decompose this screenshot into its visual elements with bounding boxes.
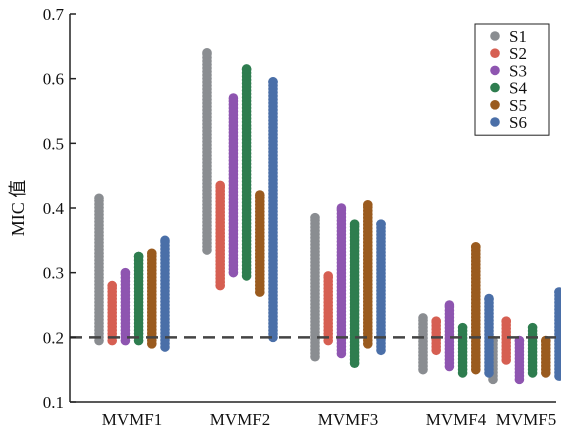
legend-marker	[490, 100, 500, 110]
legend-label: S3	[509, 61, 527, 80]
legend-label: S1	[509, 27, 527, 46]
legend-label: S6	[509, 113, 527, 132]
data-point	[228, 93, 239, 103]
legend-marker	[490, 65, 500, 76]
series-S5	[147, 190, 551, 378]
data-point	[133, 251, 144, 262]
data-point	[107, 280, 117, 291]
data-point	[418, 313, 428, 323]
x-tick-label: MVMF5	[496, 410, 556, 429]
data-point	[120, 267, 131, 278]
y-ticks: 0.1 0.2 0.3 0.4 0.5 0.6 0.7	[43, 5, 76, 412]
legend-marker	[490, 117, 500, 127]
data-point	[94, 193, 104, 204]
legend-marker	[490, 82, 500, 93]
y-tick-label: 0.7	[43, 5, 65, 24]
series-S2	[107, 180, 512, 365]
x-tick-label: MVMF1	[102, 410, 162, 429]
data-point	[215, 180, 225, 191]
data-point	[147, 248, 157, 259]
data-point	[268, 77, 278, 87]
data-point	[444, 300, 455, 310]
data-point	[554, 287, 561, 297]
legend-frame	[474, 23, 550, 136]
data-point	[457, 322, 468, 333]
y-tick-label: 0.3	[43, 264, 64, 283]
legend-marker	[490, 31, 500, 41]
y-tick-label: 0.6	[43, 70, 64, 89]
y-tick-label: 0.2	[43, 328, 64, 347]
y-tick-label: 0.5	[43, 134, 64, 153]
data-point	[527, 322, 538, 333]
data-point	[241, 64, 252, 74]
data-point	[376, 219, 386, 229]
legend-label: S4	[509, 79, 527, 98]
data-point	[431, 316, 442, 326]
series-S3	[120, 93, 525, 385]
legend-label: S2	[509, 44, 527, 63]
legend-label: S5	[509, 96, 527, 115]
series-S4	[133, 64, 538, 378]
y-tick-label: 0.1	[43, 393, 64, 412]
data-point	[160, 235, 170, 246]
data-point	[336, 203, 347, 213]
data-point	[484, 293, 494, 304]
y-axis-label: MIC 值	[8, 180, 28, 237]
data-point	[363, 199, 373, 210]
data-point	[310, 212, 320, 223]
series-S1	[94, 48, 498, 385]
data-point	[501, 316, 512, 326]
data-point	[202, 48, 212, 58]
legend-marker	[490, 48, 500, 58]
data-point	[323, 271, 334, 281]
data-point	[349, 219, 360, 229]
x-tick-label: MVMF3	[318, 410, 378, 429]
data-point	[471, 242, 481, 252]
x-ticks: MVMF1 MVMF2 MVMF3 MVMF4 MVMF5	[102, 410, 556, 429]
x-tick-label: MVMF2	[210, 410, 270, 429]
x-tick-label: MVMF4	[426, 410, 487, 429]
data-point	[254, 190, 265, 200]
y-tick-label: 0.4	[43, 199, 65, 218]
